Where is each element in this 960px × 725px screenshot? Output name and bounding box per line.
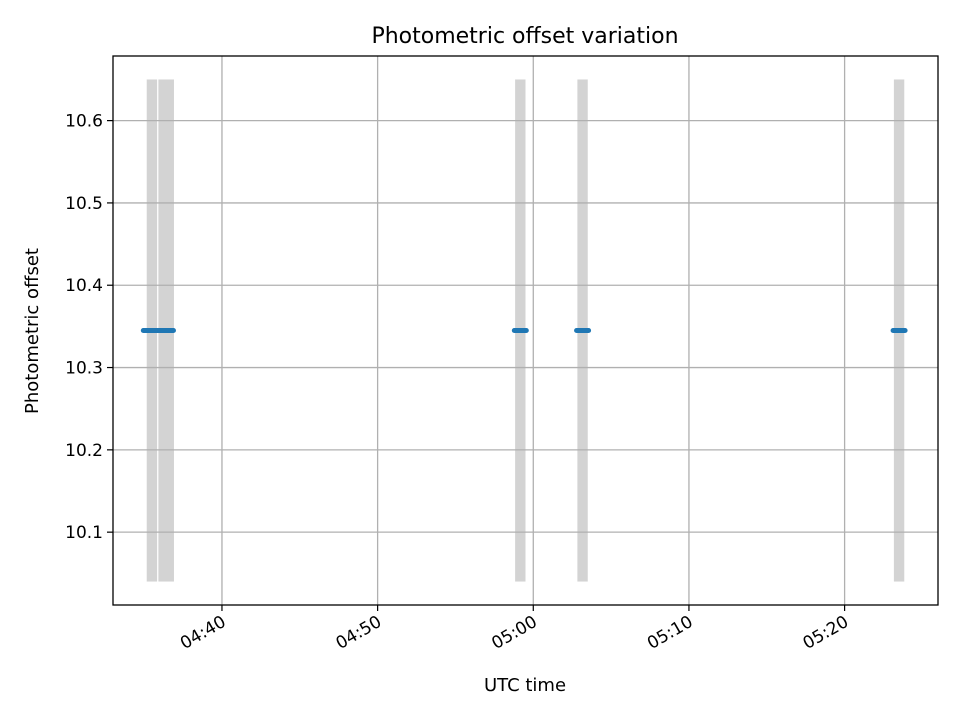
y-tick-label-1: 10.1 <box>65 523 103 543</box>
y-axis-label: Photometric offset <box>22 248 43 414</box>
grid-lines <box>113 56 938 605</box>
plot-area-frame <box>112 55 939 606</box>
chart-title: Photometric offset variation <box>371 24 678 49</box>
y-tick-label-2: 10.2 <box>65 441 103 461</box>
y-tick-label-5: 10.5 <box>65 194 103 214</box>
y-tick-label-4: 10.4 <box>65 276 103 296</box>
y-tick-label-3: 10.3 <box>65 359 103 379</box>
x-axis-label: UTC time <box>484 675 566 696</box>
y-tick-label-6: 10.6 <box>65 112 103 132</box>
